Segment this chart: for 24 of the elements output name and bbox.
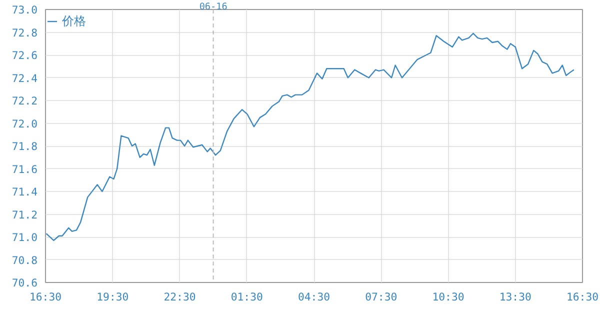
y-tick-label: 70.6 — [12, 276, 38, 290]
x-tick-label: 19:30 — [96, 290, 129, 304]
x-tick-label: 04:30 — [298, 290, 330, 304]
y-tick-label: 71.0 — [12, 231, 38, 244]
y-tick-label: 72.8 — [12, 26, 38, 40]
y-tick-label: 71.6 — [12, 162, 38, 176]
x-tick-label: 01:30 — [230, 290, 263, 304]
y-tick-label: 72.4 — [12, 72, 38, 85]
x-tick-label: 13:30 — [499, 290, 532, 304]
y-tick-label: 71.8 — [12, 140, 38, 153]
y-tick-label: 70.8 — [12, 254, 38, 267]
x-tick-label: 22:30 — [164, 290, 196, 304]
y-tick-label: 71.2 — [12, 208, 38, 222]
ref-line-label: 06-16 — [199, 2, 228, 12]
x-tick-label: 16:30 — [29, 290, 62, 304]
y-tick-label: 71.4 — [12, 186, 38, 198]
y-tick-label: 72.0 — [12, 117, 38, 130]
y-tick-label: 72.2 — [12, 94, 38, 108]
y-tick-label: 73.0 — [12, 4, 38, 16]
x-tick-label: 10:30 — [432, 290, 464, 304]
x-tick-label: 16:30 — [566, 290, 599, 304]
x-tick-label: 07:30 — [365, 290, 398, 304]
y-tick-label: 72.6 — [12, 49, 38, 62]
text: 价格 — [62, 12, 86, 30]
